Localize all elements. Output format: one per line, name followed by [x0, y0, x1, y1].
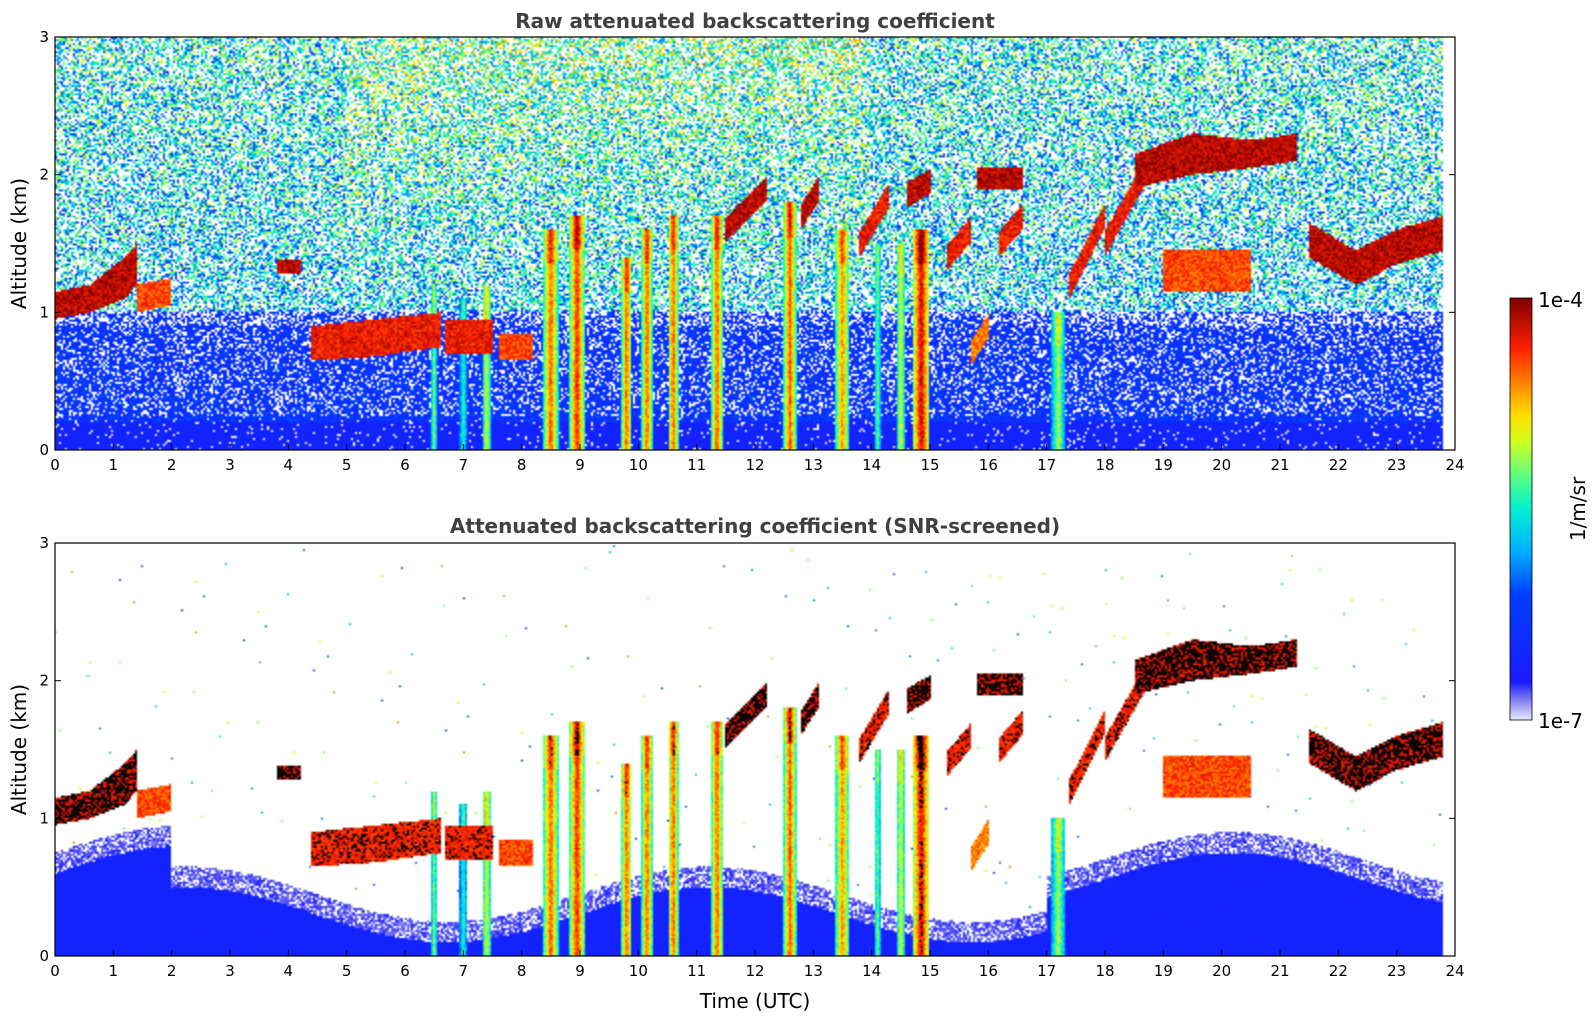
x-tick-label: 18 — [1095, 962, 1114, 980]
raw-y-axis: 0 1 2 3 — [39, 28, 1455, 459]
x-tick-label: 4 — [284, 456, 294, 474]
x-tick-label: 8 — [517, 456, 527, 474]
raw-y-axis-label: Altitude (km) — [7, 178, 31, 309]
x-tick-label: 23 — [1387, 962, 1406, 980]
x-tick-label: 12 — [745, 962, 764, 980]
x-tick-label: 9 — [575, 962, 585, 980]
x-tick-label: 5 — [342, 456, 352, 474]
x-tick-label: 7 — [459, 962, 469, 980]
y-tick-label: 1 — [39, 303, 49, 321]
x-tick-label: 19 — [1154, 962, 1173, 980]
x-tick-label: 10 — [629, 456, 648, 474]
colorbar-gradient — [1509, 297, 1533, 721]
x-tick-label: 16 — [979, 456, 998, 474]
screened-backscatter-panel: Attenuated backscattering coefficient (S… — [7, 514, 1465, 1013]
x-tick-label: 7 — [459, 456, 469, 474]
x-tick-label: 8 — [517, 962, 527, 980]
x-tick-label: 0 — [50, 962, 60, 980]
x-tick-label: 23 — [1387, 456, 1406, 474]
x-tick-label: 17 — [1037, 456, 1056, 474]
y-tick-label: 0 — [39, 441, 49, 459]
x-tick-label: 3 — [225, 962, 235, 980]
x-tick-label: 1 — [109, 962, 119, 980]
colorbar-max-label: 1e-4 — [1538, 288, 1583, 312]
screened-y-axis: 0 1 2 3 — [39, 534, 1455, 965]
x-tick-label: 20 — [1212, 962, 1231, 980]
x-tick-label: 15 — [920, 962, 939, 980]
x-tick-label: 9 — [575, 456, 585, 474]
x-axis-label: Time (UTC) — [699, 989, 811, 1013]
x-tick-label: 14 — [862, 962, 881, 980]
y-tick-label: 1 — [39, 809, 49, 827]
x-tick-label: 13 — [804, 456, 823, 474]
y-tick-label: 0 — [39, 947, 49, 965]
x-tick-label: 2 — [167, 962, 177, 980]
colorbar-min-label: 1e-7 — [1538, 709, 1583, 733]
x-tick-label: 22 — [1329, 456, 1348, 474]
screened-backscatter-heatmap — [55, 543, 1455, 956]
raw-x-axis: 0 1 2 3 4 5 6 7 8 9 10 11 12 13 14 15 16 17 18 19 20 21 22 23 24 — [50, 444, 1465, 474]
x-tick-label: 21 — [1270, 962, 1289, 980]
colorbar-unit-label: 1/m/sr — [1566, 476, 1590, 541]
y-tick-label: 3 — [39, 534, 49, 552]
x-tick-label: 2 — [167, 456, 177, 474]
raw-panel-title: Raw attenuated backscattering coefficien… — [515, 9, 995, 33]
x-tick-label: 6 — [400, 456, 410, 474]
x-tick-label: 24 — [1445, 962, 1464, 980]
x-tick-label: 19 — [1154, 456, 1173, 474]
x-tick-label: 4 — [284, 962, 294, 980]
y-tick-label: 2 — [39, 166, 49, 184]
x-tick-label: 24 — [1445, 456, 1464, 474]
y-tick-label: 2 — [39, 672, 49, 690]
x-tick-label: 15 — [920, 456, 939, 474]
y-tick-label: 3 — [39, 28, 49, 46]
x-tick-label: 21 — [1270, 456, 1289, 474]
x-tick-label: 10 — [629, 962, 648, 980]
raw-backscatter-heatmap — [55, 37, 1455, 450]
x-tick-label: 13 — [804, 962, 823, 980]
x-tick-label: 14 — [862, 456, 881, 474]
x-tick-label: 17 — [1037, 962, 1056, 980]
x-tick-label: 11 — [687, 456, 706, 474]
screened-panel-title: Attenuated backscattering coefficient (S… — [450, 514, 1060, 538]
x-tick-label: 20 — [1212, 456, 1231, 474]
x-tick-label: 5 — [342, 962, 352, 980]
x-tick-label: 16 — [979, 962, 998, 980]
screened-x-axis: 0 1 2 3 4 5 6 7 8 9 10 11 12 13 14 15 16 17 18 19 20 21 22 23 24 — [50, 950, 1465, 980]
x-tick-label: 0 — [50, 456, 60, 474]
colorbar: 1e-4 1e-7 1/m/sr — [1509, 288, 1590, 733]
x-tick-label: 22 — [1329, 962, 1348, 980]
x-tick-label: 12 — [745, 456, 764, 474]
x-tick-label: 3 — [225, 456, 235, 474]
x-tick-label: 6 — [400, 962, 410, 980]
x-tick-label: 1 — [109, 456, 119, 474]
x-tick-label: 18 — [1095, 456, 1114, 474]
x-tick-label: 11 — [687, 962, 706, 980]
screened-y-axis-label: Altitude (km) — [7, 684, 31, 815]
raw-backscatter-panel: Raw attenuated backscattering coefficien… — [7, 9, 1465, 474]
